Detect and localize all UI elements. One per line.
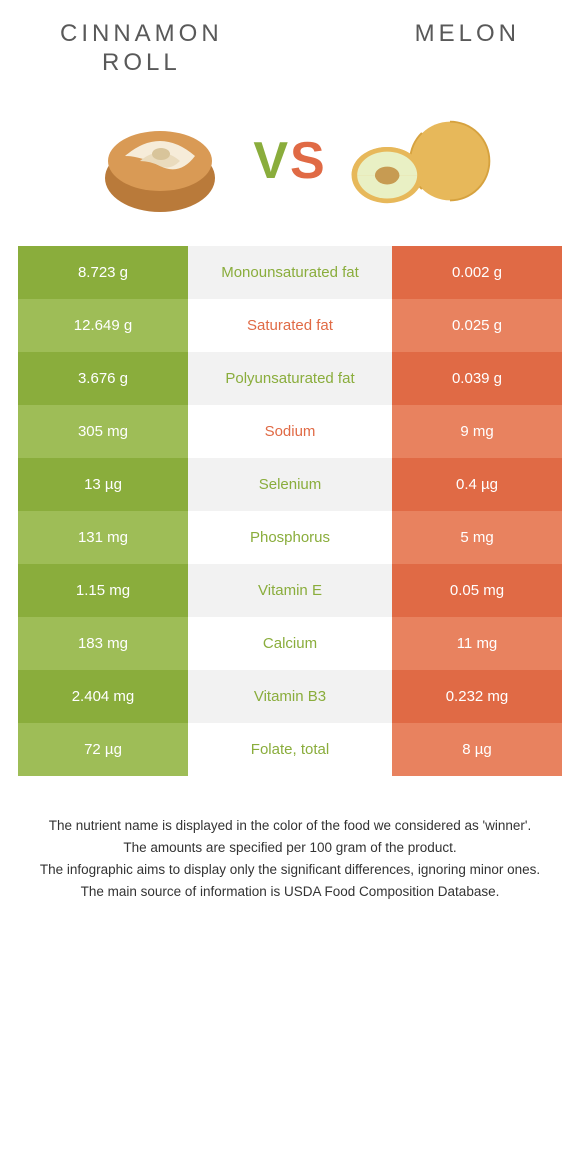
right-food-title: MELON [415,20,520,78]
cinnamon-roll-image [85,106,235,216]
table-row: 305 mgSodium9 mg [18,405,562,458]
vs-s: S [290,132,327,190]
nutrient-label: Vitamin E [188,564,392,617]
right-value: 9 mg [392,405,562,458]
right-value: 0.025 g [392,299,562,352]
nutrient-label: Saturated fat [188,299,392,352]
left-value: 1.15 mg [18,564,188,617]
nutrient-label: Selenium [188,458,392,511]
nutrient-table: 8.723 gMonounsaturated fat0.002 g12.649 … [18,246,562,776]
right-value: 0.05 mg [392,564,562,617]
nutrient-label: Polyunsaturated fat [188,352,392,405]
right-value: 0.002 g [392,246,562,299]
left-value: 183 mg [18,617,188,670]
table-row: 72 µgFolate, total8 µg [18,723,562,776]
right-value: 0.039 g [392,352,562,405]
left-value: 305 mg [18,405,188,458]
left-value: 2.404 mg [18,670,188,723]
table-row: 183 mgCalcium11 mg [18,617,562,670]
vs-v: V [253,132,290,190]
table-row: 3.676 gPolyunsaturated fat0.039 g [18,352,562,405]
footer-line-4: The main source of information is USDA F… [30,882,550,902]
vs-label: VS [253,131,326,191]
table-row: 131 mgPhosphorus5 mg [18,511,562,564]
left-value: 72 µg [18,723,188,776]
vs-row: VS [0,88,580,246]
right-value: 0.4 µg [392,458,562,511]
left-value: 8.723 g [18,246,188,299]
table-row: 12.649 gSaturated fat0.025 g [18,299,562,352]
right-value: 8 µg [392,723,562,776]
table-row: 8.723 gMonounsaturated fat0.002 g [18,246,562,299]
nutrient-label: Calcium [188,617,392,670]
right-value: 11 mg [392,617,562,670]
nutrient-label: Monounsaturated fat [188,246,392,299]
left-value: 12.649 g [18,299,188,352]
table-row: 2.404 mgVitamin B30.232 mg [18,670,562,723]
footer-line-2: The amounts are specified per 100 gram o… [30,838,550,858]
footer-line-1: The nutrient name is displayed in the co… [30,816,550,836]
table-row: 1.15 mgVitamin E0.05 mg [18,564,562,617]
header: CINNAMONROLL MELON [0,0,580,88]
left-value: 13 µg [18,458,188,511]
left-food-title: CINNAMONROLL [60,20,223,78]
right-value: 5 mg [392,511,562,564]
nutrient-label: Folate, total [188,723,392,776]
table-row: 13 µgSelenium0.4 µg [18,458,562,511]
right-value: 0.232 mg [392,670,562,723]
footer-line-3: The infographic aims to display only the… [30,860,550,880]
nutrient-label: Vitamin B3 [188,670,392,723]
nutrient-label: Sodium [188,405,392,458]
left-value: 131 mg [18,511,188,564]
melon-image [345,106,495,216]
footer-notes: The nutrient name is displayed in the co… [0,776,580,903]
left-value: 3.676 g [18,352,188,405]
nutrient-label: Phosphorus [188,511,392,564]
